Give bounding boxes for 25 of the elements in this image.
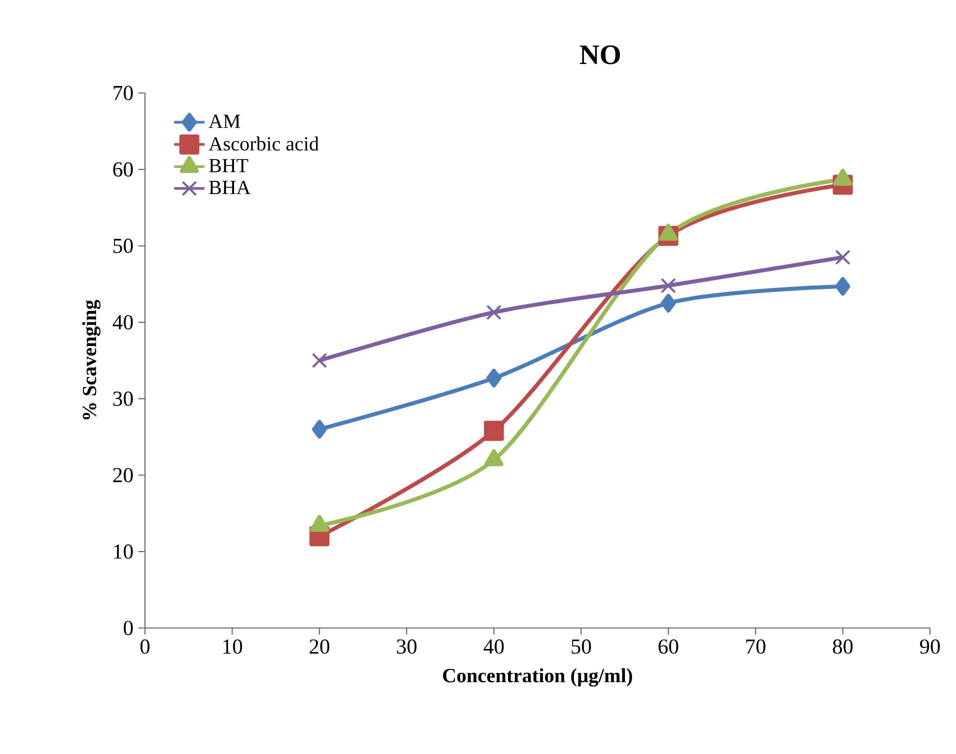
legend-label: BHT	[209, 159, 248, 172]
x-tick-label: 70	[746, 639, 766, 654]
chart-title: NO	[580, 45, 620, 64]
x-tick-label: 20	[310, 639, 330, 654]
x-tick-label: 60	[658, 639, 678, 654]
y-tick-label: 40	[112, 315, 133, 330]
x-tick-label: 30	[397, 639, 417, 654]
y-tick-label: 30	[113, 392, 133, 406]
x-tick-label: 80	[832, 639, 853, 654]
x-tick-label: 40	[484, 639, 504, 654]
y-tick-label: 20	[113, 468, 133, 482]
x-axis-title: Concentration (µg/ml)	[443, 668, 632, 687]
legend-label: BHA	[209, 180, 251, 194]
legend-label: AM	[208, 114, 240, 128]
y-tick-label: 60	[113, 162, 133, 177]
y-axis-title: % Scavenging	[82, 300, 100, 420]
x-tick-label: 10	[223, 639, 242, 654]
x-tick-label: 50	[572, 639, 591, 654]
y-tick-label: 50	[114, 238, 133, 254]
x-tick-label: 90	[920, 639, 940, 654]
legend-label: Ascorbic acid	[208, 136, 319, 151]
y-tick-label: 0	[124, 620, 133, 636]
y-tick-label: 10	[114, 544, 133, 559]
y-tick-label: 70	[114, 86, 133, 100]
x-tick-label: 0	[140, 639, 150, 654]
